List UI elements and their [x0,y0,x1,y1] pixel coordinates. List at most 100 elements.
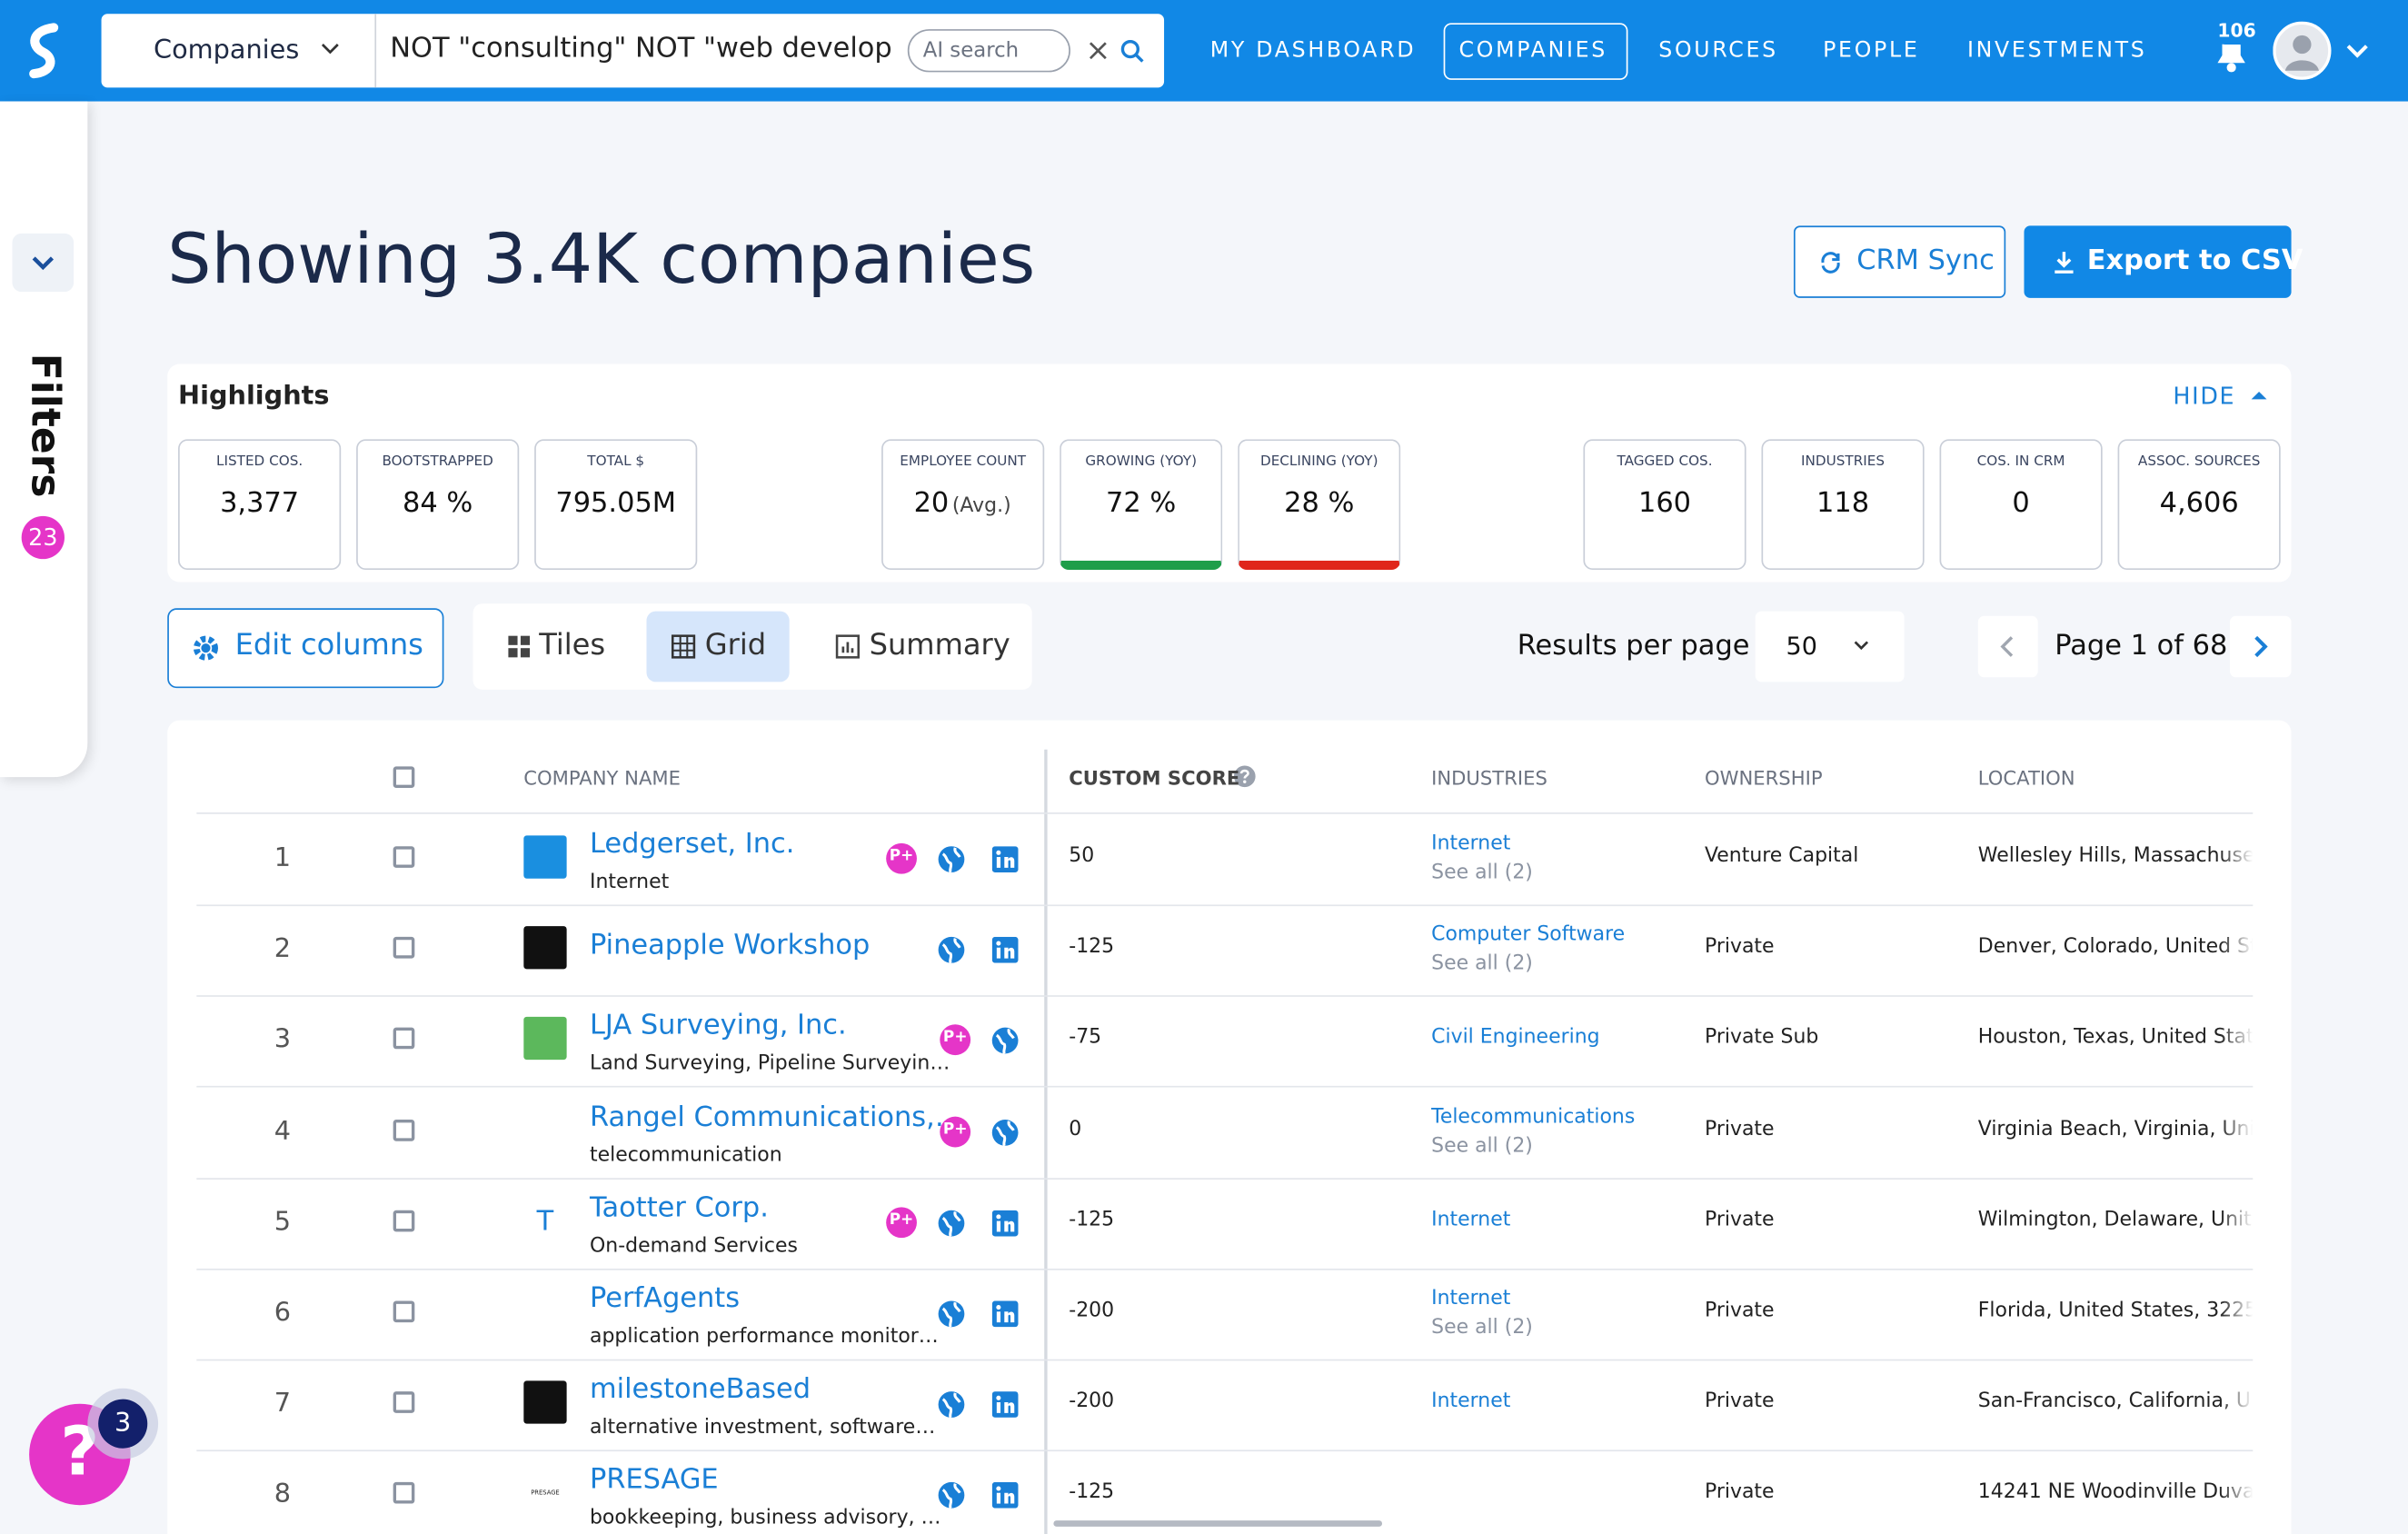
table-panel [167,720,2292,1534]
row-checkbox[interactable] [393,1028,415,1050]
website-icon[interactable] [937,1390,966,1419]
view-icon [671,634,696,659]
results-select[interactable] [1755,611,1905,682]
website-icon[interactable] [937,1209,966,1238]
filters-label[interactable]: Filters [21,353,68,498]
column-header[interactable]: CUSTOM SCORE [1069,766,1240,790]
industry[interactable]: Internet [1431,1390,1511,1414]
see-all[interactable]: See all (2) [1431,862,1533,885]
help-icon[interactable] [1233,765,1256,788]
select-all-checkbox[interactable] [393,766,415,788]
company-name[interactable]: Ledgerset, Inc. [589,827,795,861]
column-header[interactable]: LOCATION [1977,766,2075,790]
see-all[interactable]: See all (2) [1431,952,1533,976]
view-tab[interactable]: Grid [704,628,767,662]
ownership: Private Sub [1704,1026,1819,1050]
website-icon[interactable] [937,1481,966,1510]
row-checkbox[interactable] [393,937,415,959]
rank: 5 [274,1207,292,1238]
row-rule [196,1268,2254,1270]
row-checkbox[interactable] [393,1119,415,1141]
logo[interactable] [22,22,68,80]
chevron [32,256,55,271]
company-description: On-demand Services [589,1234,798,1258]
search-query[interactable]: NOT "consulting" NOT "web develop [390,32,892,65]
row-checkbox[interactable] [393,1391,415,1414]
page-indicator: Page 1 of 68 [2055,629,2228,662]
next-page-button[interactable] [2229,615,2292,678]
company-name[interactable]: PRESAGE [589,1464,719,1497]
premium-badge-bg [886,1207,917,1238]
row-checkbox[interactable] [393,846,415,868]
highlights-title: Highlights [178,381,330,412]
website-icon[interactable] [990,1027,1020,1056]
industry[interactable]: Internet [1431,1287,1511,1310]
company-name[interactable]: milestoneBased [589,1373,811,1406]
company-logo [523,835,567,879]
company-name[interactable]: LJA Surveying, Inc. [589,1010,847,1042]
premium-badge-bg [940,1024,971,1056]
gear-icon [193,635,218,661]
see-all[interactable]: See all (2) [1431,1134,1533,1158]
nav-link[interactable]: SOURCES [1658,38,1778,64]
highlight-card [1060,439,1223,571]
location: 14241 NE Woodinville Duvall [1977,1480,2254,1505]
linkedin-icon[interactable] [991,1391,1019,1419]
avatar-menu[interactable] [2273,21,2374,80]
view-icon [835,634,861,659]
linkedin-icon[interactable] [991,937,1019,963]
industry[interactable]: Civil Engineering [1431,1026,1600,1050]
card-value: 3,377 [220,486,300,520]
ai-search-pill[interactable] [907,29,1070,73]
see-all[interactable]: See all (2) [1431,1316,1533,1340]
download-icon [2055,252,2074,274]
card-value: 795.05M [555,486,677,520]
column-header[interactable]: INDUSTRIES [1431,766,1547,790]
card-label: DECLINING (YOY) [1259,454,1378,471]
search-scope[interactable]: Companies [154,35,300,66]
linkedin-icon[interactable] [991,1482,1019,1509]
linkedin-icon[interactable] [991,1300,1019,1328]
nav-link[interactable]: PEOPLE [1823,38,1920,64]
ownership: Private [1704,1299,1775,1323]
row-checkbox[interactable] [393,1210,415,1232]
rank: 3 [274,1024,292,1056]
website-icon[interactable] [990,1118,1020,1147]
row-checkbox[interactable] [393,1482,415,1505]
company-description: telecommunication [589,1143,782,1167]
column-header[interactable]: COMPANY NAME [523,766,682,790]
company-name[interactable]: PerfAgents [589,1282,741,1315]
crm-sync-button[interactable] [1793,225,2006,298]
custom-score: -75 [1069,1026,1102,1050]
company-name[interactable]: Rangel Communications,… [589,1101,963,1133]
column-header[interactable]: OWNERSHIP [1704,766,1823,790]
industry[interactable]: Internet [1431,1208,1511,1232]
linkedin-icon[interactable] [991,846,1019,872]
company-description: Internet [589,871,670,894]
row-rule [196,904,2254,907]
card-value: 0 [2012,486,2030,520]
website-icon[interactable] [937,1300,966,1329]
nav-link[interactable]: MY DASHBOARD [1209,38,1417,64]
view-tab[interactable]: Tiles [539,628,606,662]
location: San-Francisco, California, United States [1977,1390,2254,1414]
nav-link[interactable]: COMPANIES [1458,38,1608,64]
company-name[interactable]: Taotter Corp. [589,1191,769,1224]
company-name[interactable]: Pineapple Workshop [589,929,871,962]
row-checkbox[interactable] [393,1300,415,1323]
industry[interactable]: Telecommunications [1431,1105,1636,1129]
industry[interactable]: Computer Software [1431,923,1626,947]
search-actions[interactable] [1088,38,1149,63]
nav-link[interactable]: INVESTMENTS [1966,38,2147,64]
website-icon[interactable] [937,936,966,965]
prev-page-button[interactable] [1977,615,2038,678]
view-tab[interactable]: Summary [869,628,1010,662]
website-icon[interactable] [937,845,966,874]
linkedin-icon[interactable] [991,1210,1019,1237]
hide-link[interactable]: HIDE [2173,382,2236,411]
industry[interactable]: Internet [1431,832,1511,856]
header-rule [196,812,2254,814]
expand-filters-button[interactable] [12,233,75,293]
premium-badge: P+ [942,1121,968,1138]
